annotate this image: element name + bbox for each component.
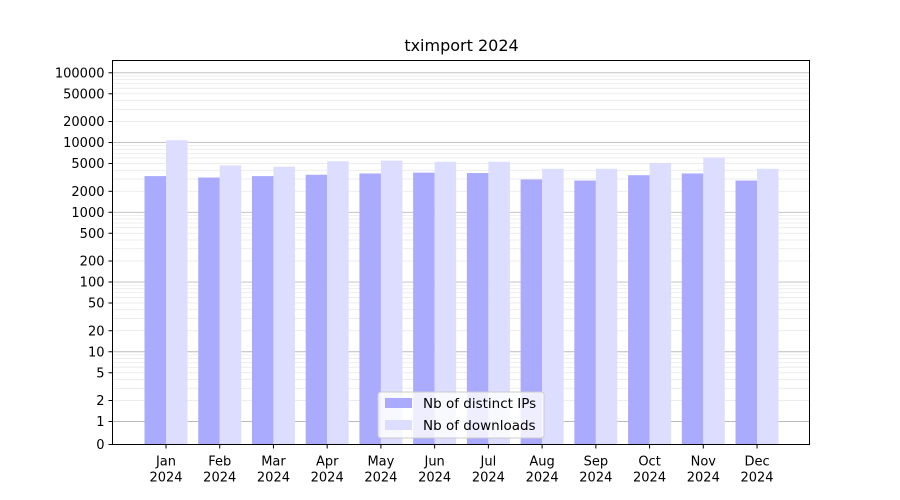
bar-downloads-5 [434, 161, 457, 445]
y-tick-label: 2000 [71, 185, 104, 200]
plot-frame [112, 60, 810, 445]
bar-downloads-0 [166, 140, 188, 445]
bar-distinct-ips-4 [359, 173, 381, 445]
y-tick-label: 10 [88, 345, 105, 360]
y-tick-label: 100 [80, 276, 105, 291]
y-tick-label: 20000 [63, 115, 104, 130]
y-tick-label: 5000 [71, 157, 104, 172]
y-tick-label: 10000 [63, 136, 104, 151]
bar-downloads-10 [703, 157, 725, 445]
y-tick-label: 20 [88, 324, 105, 339]
bar-distinct-ips-3 [305, 174, 328, 445]
y-tick-label: 1 [96, 415, 104, 430]
y-tick-label: 50 [88, 297, 105, 312]
y-tick-label: 200 [80, 255, 105, 270]
bar-distinct-ips-0 [144, 176, 166, 445]
bar-downloads-6 [488, 161, 510, 445]
x-tick-label: Aug 2024 [526, 455, 559, 486]
x-tick-label: Jun 2024 [418, 455, 451, 486]
legend-swatch-distinct-ips [385, 398, 412, 408]
x-tick-label: May 2024 [364, 455, 397, 486]
bar-downloads-2 [273, 166, 295, 445]
x-tick-label: Jan 2024 [149, 455, 182, 486]
x-tick-label: Feb 2024 [203, 455, 236, 486]
bar-distinct-ips-10 [681, 173, 704, 445]
bar-distinct-ips-8 [574, 180, 596, 445]
y-tick-label: 50000 [63, 87, 104, 102]
x-tick-label: Mar 2024 [257, 455, 290, 486]
legend-box [377, 391, 545, 439]
legend-swatch-downloads [385, 420, 412, 430]
y-tick-label: 100000 [55, 66, 105, 81]
y-tick-label: 1000 [71, 206, 104, 221]
x-tick-label: Jul 2024 [472, 455, 505, 486]
x-axis: Jan 2024 Feb 2024 Mar 2024 Apr 2024 May 2024 Jun 20… [149, 444, 774, 486]
legend-label-downloads: Nb of downloads [423, 418, 536, 434]
bar-distinct-ips-1 [198, 177, 220, 445]
bar-downloads-11 [757, 168, 779, 445]
bar-downloads-7 [542, 168, 564, 445]
y-axis: 0 1 2 5 10 20 50 100 200 500 1000 2000 5000 10000 2000… [55, 66, 113, 453]
bar-distinct-ips-7 [520, 179, 543, 445]
bar-distinct-ips-11 [735, 180, 758, 445]
y-tick-label: 0 [96, 438, 104, 453]
y-tick-label: 2 [96, 394, 104, 409]
bar-distinct-ips-9 [628, 175, 650, 445]
y-tick-label: 500 [80, 227, 105, 242]
x-tick-label: Nov 2024 [687, 455, 720, 486]
x-tick-label: Apr 2024 [311, 455, 344, 486]
bar-downloads-9 [649, 162, 672, 445]
bar-downloads-8 [595, 168, 618, 445]
chart-title: tximport 2024 [404, 36, 518, 55]
bar-distinct-ips-6 [466, 173, 489, 445]
bar-distinct-ips-5 [413, 172, 435, 445]
bar-downloads-3 [327, 161, 349, 445]
legend-label-distinct-ips: Nb of distinct IPs [423, 396, 536, 412]
x-tick-label: Sep 2024 [579, 455, 612, 486]
x-tick-label: Dec 2024 [740, 455, 773, 486]
x-tick-label: Oct 2024 [633, 455, 666, 486]
y-tick-label: 5 [96, 366, 104, 381]
bar-distinct-ips-2 [251, 176, 274, 445]
bars [144, 140, 779, 445]
legend: Nb of distinct IPs Nb of downloads [377, 391, 545, 439]
bar-downloads-1 [219, 165, 242, 445]
bar-downloads-4 [380, 160, 403, 445]
